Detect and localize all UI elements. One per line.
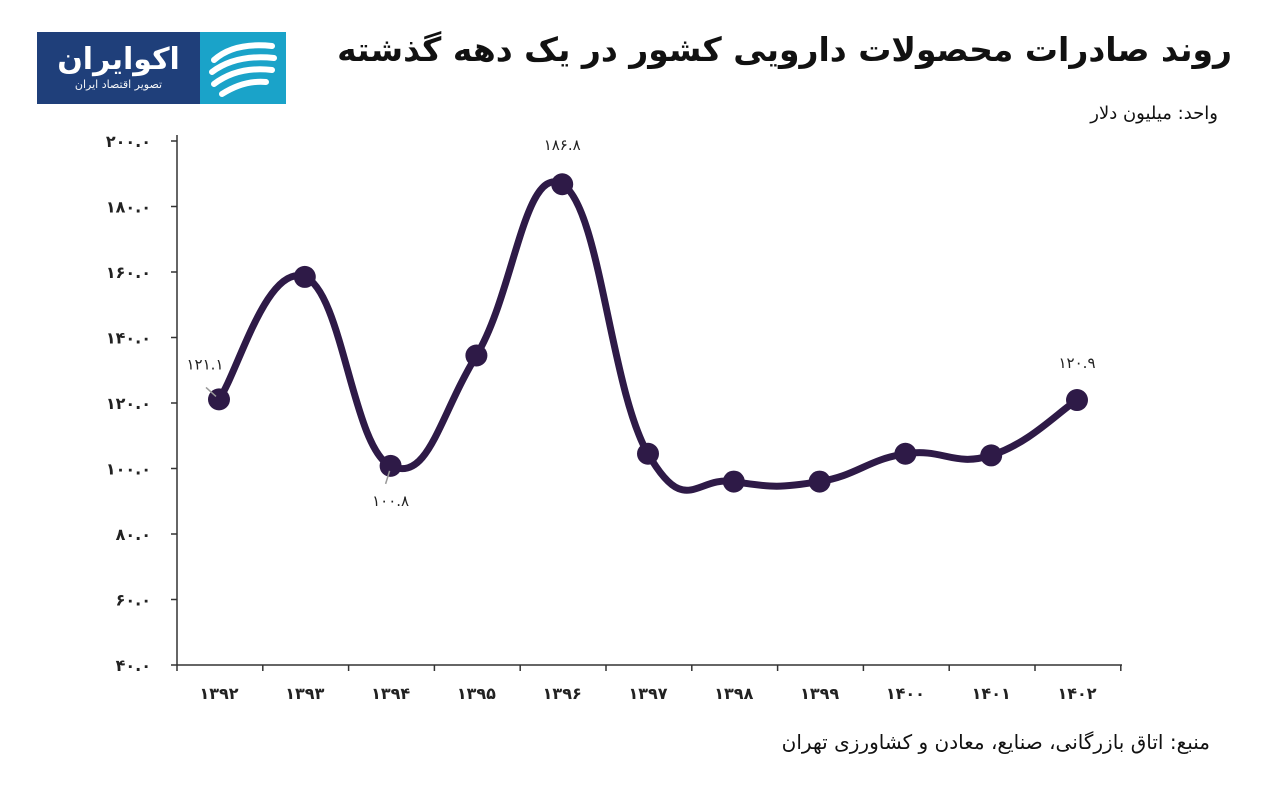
brand-logo: اکوایران تصویر اقتصاد ایران: [37, 32, 286, 104]
data-point: [1066, 389, 1088, 412]
data-label: ۱۲۱.۱: [187, 355, 224, 373]
y-tick-label: ۴۰.۰: [116, 656, 151, 675]
x-tick-label: ۱۳۹۷: [628, 684, 667, 703]
data-label-leader: [205, 386, 217, 397]
y-tick-label: ۱۲۰.۰: [106, 394, 151, 413]
x-tick-label: ۱۴۰۱: [972, 684, 1011, 703]
x-tick-label: ۱۳۹۴: [371, 684, 410, 703]
logo-tagline: تصویر اقتصاد ایران: [74, 78, 163, 91]
data-label-leader: [384, 470, 391, 485]
data-point: [637, 442, 659, 465]
y-tick-label: ۲۰۰.۰: [106, 132, 151, 151]
data-label: ۱۸۶.۸: [544, 136, 581, 154]
chart-title: روند صادرات محصولات دارویی کشور در یک ده…: [337, 30, 1232, 69]
x-tick-label: ۱۳۹۵: [457, 684, 496, 703]
data-point: [379, 454, 402, 477]
y-tick-label: ۱۸۰.۰: [106, 198, 151, 217]
y-tick-label: ۱۰۰.۰: [106, 460, 151, 479]
source-note: منبع: اتاق بازرگانی، صنایع، معادن و کشاو…: [781, 730, 1210, 754]
x-tick-label: ۱۳۹۹: [800, 684, 839, 703]
y-tick-label: ۶۰.۰: [116, 591, 151, 610]
x-tick-label: ۱۴۰۰: [886, 684, 925, 703]
x-tick-label: ۱۳۹۲: [199, 684, 238, 703]
data-point: [722, 470, 745, 493]
data-label: ۱۰۰.۸: [372, 492, 409, 510]
logo-name: اکوایران: [57, 42, 180, 77]
data-point: [808, 470, 831, 493]
logo-text-block: اکوایران تصویر اقتصاد ایران: [37, 32, 200, 104]
y-tick-label: ۱۶۰.۰: [106, 263, 151, 282]
logo-mark-icon: [200, 32, 286, 104]
y-tick-label: ۸۰.۰: [116, 525, 151, 544]
data-point: [293, 265, 316, 288]
unit-label: واحد: میلیون دلار: [1090, 103, 1218, 124]
data-point: [551, 173, 574, 196]
data-point: [465, 344, 488, 367]
x-tick-label: ۱۴۰۲: [1057, 684, 1096, 703]
data-point: [980, 444, 1003, 467]
data-label: ۱۲۰.۹: [1059, 354, 1096, 372]
x-tick-label: ۱۳۹۸: [714, 684, 753, 703]
y-tick-label: ۱۴۰.۰: [106, 329, 151, 348]
data-point: [894, 442, 917, 465]
x-tick-label: ۱۳۹۶: [543, 684, 582, 703]
x-tick-label: ۱۳۹۳: [285, 684, 324, 703]
